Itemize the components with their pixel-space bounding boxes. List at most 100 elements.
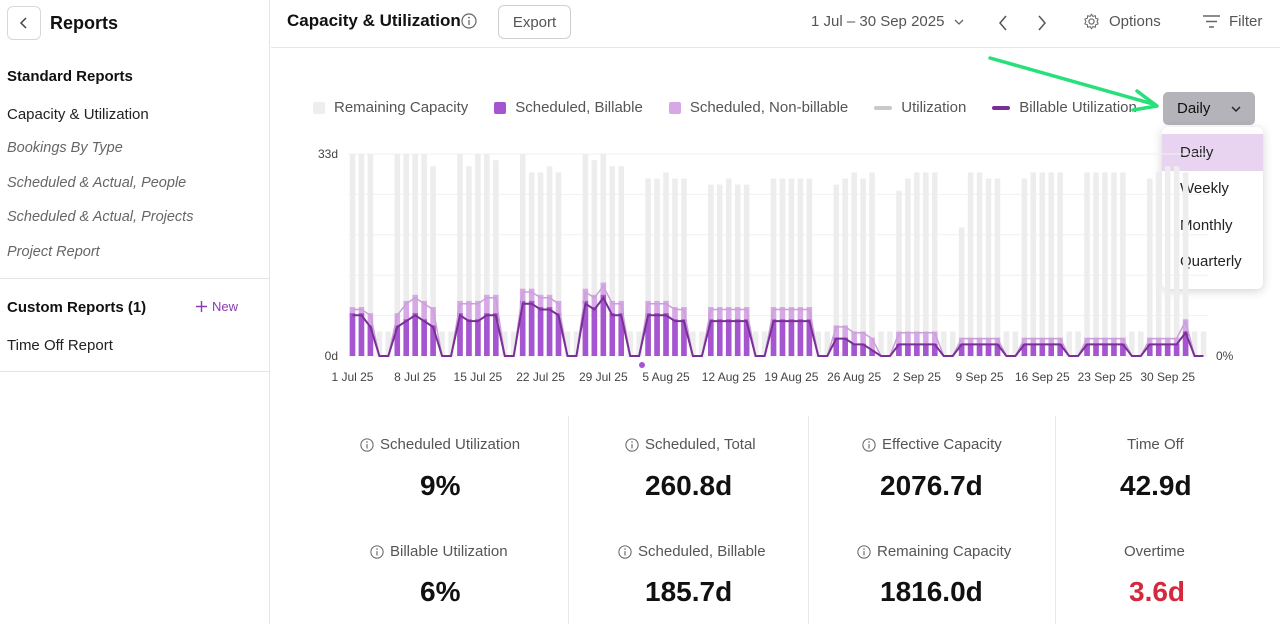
bar-remaining-capacity[interactable] <box>1173 166 1180 356</box>
bar-remaining-capacity[interactable] <box>869 172 875 356</box>
bar-remaining-capacity[interactable] <box>358 154 365 356</box>
bar-scheduled-billable[interactable] <box>770 319 777 356</box>
bar-remaining-capacity[interactable] <box>940 331 947 356</box>
bar-remaining-capacity[interactable] <box>878 331 884 356</box>
bar-scheduled-billable[interactable] <box>358 313 365 356</box>
bar-remaining-capacity[interactable] <box>788 178 795 356</box>
bar-scheduled-billable[interactable] <box>1111 343 1117 356</box>
bar-remaining-capacity[interactable] <box>905 178 911 356</box>
bar-remaining-capacity[interactable] <box>699 331 705 356</box>
bar-scheduled-billable[interactable] <box>788 319 795 356</box>
bar-remaining-capacity[interactable] <box>1003 331 1010 356</box>
info-icon[interactable] <box>618 544 632 559</box>
bar-remaining-capacity[interactable] <box>439 331 445 356</box>
legend-item-scheduled-billable[interactable]: Scheduled, Billable <box>494 99 643 116</box>
bar-remaining-capacity[interactable] <box>519 154 526 356</box>
bar-remaining-capacity[interactable] <box>896 190 902 356</box>
period-option-weekly[interactable]: Weekly <box>1180 180 1229 198</box>
bar-scheduled-billable[interactable] <box>672 319 678 356</box>
bar-scheduled-billable[interactable] <box>1164 343 1171 356</box>
bar-scheduled-billable[interactable] <box>618 313 625 356</box>
bar-remaining-capacity[interactable] <box>725 178 732 356</box>
bar-scheduled-billable[interactable] <box>842 337 848 356</box>
bar-remaining-capacity[interactable] <box>681 178 687 356</box>
bar-remaining-capacity[interactable] <box>1102 172 1108 356</box>
bar-scheduled-billable[interactable] <box>985 343 992 356</box>
bar-scheduled-billable[interactable] <box>528 300 535 356</box>
bar-scheduled-billable[interactable] <box>833 337 840 356</box>
bar-remaining-capacity[interactable] <box>484 154 490 356</box>
bar-remaining-capacity[interactable] <box>1182 172 1189 356</box>
bar-scheduled-billable[interactable] <box>367 325 374 356</box>
bar-scheduled-billable[interactable] <box>519 300 526 356</box>
bar-remaining-capacity[interactable] <box>591 160 598 356</box>
bar-remaining-capacity[interactable] <box>663 172 669 356</box>
bar-remaining-capacity[interactable] <box>1129 331 1135 356</box>
bar-scheduled-billable[interactable] <box>1057 343 1063 356</box>
bar-scheduled-billable[interactable] <box>475 319 481 356</box>
bar-scheduled-billable[interactable] <box>896 343 902 356</box>
legend-item-billable-utilization[interactable]: Billable Utilization <box>992 99 1137 116</box>
bar-remaining-capacity[interactable] <box>1120 172 1126 356</box>
bar-scheduled-billable[interactable] <box>851 343 857 356</box>
bar-remaining-capacity[interactable] <box>967 172 974 356</box>
bar-remaining-capacity[interactable] <box>833 184 840 356</box>
bar-remaining-capacity[interactable] <box>475 154 481 356</box>
bar-remaining-capacity[interactable] <box>1093 172 1099 356</box>
period-option-quarterly[interactable]: Quarterly <box>1180 253 1242 271</box>
bar-scheduled-billable[interactable] <box>591 307 598 356</box>
sidebar-item-capacity-utilization[interactable]: Capacity & Utilization <box>7 106 149 123</box>
bar-remaining-capacity[interactable] <box>1048 172 1055 356</box>
legend-item-remaining-capacity[interactable]: Remaining Capacity <box>313 99 468 116</box>
bar-scheduled-billable[interactable] <box>484 313 490 356</box>
info-icon[interactable] <box>625 437 639 452</box>
bar-remaining-capacity[interactable] <box>690 331 696 356</box>
bar-remaining-capacity[interactable] <box>806 178 813 356</box>
sidebar-item-scheduled-actual-people[interactable]: Scheduled & Actual, People <box>7 175 187 191</box>
bar-scheduled-billable[interactable] <box>931 343 938 356</box>
bar-remaining-capacity[interactable] <box>555 172 562 356</box>
bar-remaining-capacity[interactable] <box>824 331 831 356</box>
date-range-picker[interactable]: 1 Jul – 30 Sep 2025 <box>811 13 964 30</box>
bar-remaining-capacity[interactable] <box>1138 331 1144 356</box>
bar-remaining-capacity[interactable] <box>887 331 893 356</box>
info-icon[interactable] <box>370 544 384 559</box>
bar-remaining-capacity[interactable] <box>1057 172 1063 356</box>
bar-remaining-capacity[interactable] <box>797 178 804 356</box>
bar-scheduled-billable[interactable] <box>645 313 651 356</box>
next-period-button[interactable] <box>1031 12 1053 34</box>
bar-scheduled-billable[interactable] <box>537 307 544 356</box>
bar-scheduled-billable[interactable] <box>403 319 410 356</box>
bar-remaining-capacity[interactable] <box>761 331 768 356</box>
bar-remaining-capacity[interactable] <box>528 172 535 356</box>
bar-remaining-capacity[interactable] <box>1084 172 1090 356</box>
bar-remaining-capacity[interactable] <box>923 172 929 356</box>
bar-remaining-capacity[interactable] <box>564 331 571 356</box>
sidebar-item-bookings-by-type[interactable]: Bookings By Type <box>7 140 123 156</box>
bar-remaining-capacity[interactable] <box>510 331 517 356</box>
bar-scheduled-billable[interactable] <box>394 325 401 356</box>
bar-remaining-capacity[interactable] <box>949 331 956 356</box>
bar-remaining-capacity[interactable] <box>708 184 714 356</box>
bar-remaining-capacity[interactable] <box>600 154 607 356</box>
bar-remaining-capacity[interactable] <box>421 154 427 356</box>
bar-scheduled-billable[interactable] <box>976 343 983 356</box>
bar-scheduled-billable[interactable] <box>1182 331 1189 356</box>
bar-scheduled-billable[interactable] <box>967 343 974 356</box>
bar-scheduled-billable[interactable] <box>708 319 714 356</box>
bar-remaining-capacity[interactable] <box>1200 331 1207 356</box>
bar-remaining-capacity[interactable] <box>654 178 660 356</box>
bar-remaining-capacity[interactable] <box>851 172 857 356</box>
bar-remaining-capacity[interactable] <box>779 178 786 356</box>
legend-item-utilization[interactable]: Utilization <box>874 99 966 116</box>
info-icon[interactable] <box>862 437 876 452</box>
bar-remaining-capacity[interactable] <box>985 178 992 356</box>
bar-scheduled-billable[interactable] <box>493 313 499 356</box>
bar-remaining-capacity[interactable] <box>349 154 356 356</box>
bar-remaining-capacity[interactable] <box>493 160 499 356</box>
bar-scheduled-billable[interactable] <box>923 343 929 356</box>
bar-remaining-capacity[interactable] <box>1111 172 1117 356</box>
bar-scheduled-billable[interactable] <box>582 300 589 356</box>
bar-remaining-capacity[interactable] <box>752 331 759 356</box>
legend-item-scheduled-nonbillable[interactable]: Scheduled, Non-billable <box>668 99 848 116</box>
